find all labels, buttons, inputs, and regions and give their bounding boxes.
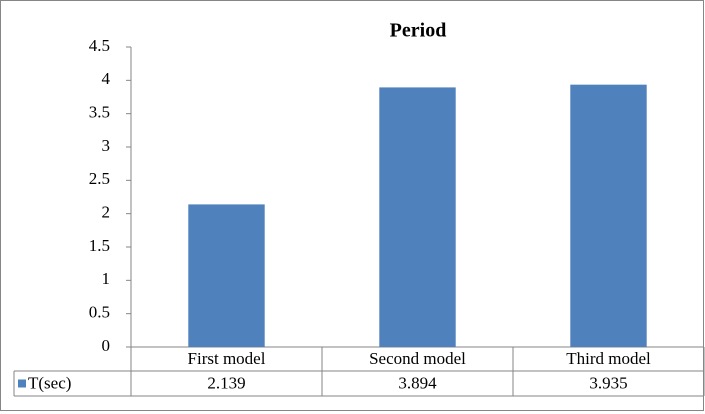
y-tick-label: 2 xyxy=(102,203,111,222)
legend-key xyxy=(18,379,26,388)
bar xyxy=(570,84,647,348)
x-tick-label: First model xyxy=(188,349,266,368)
bar xyxy=(379,87,456,348)
y-tick-label: 2.5 xyxy=(89,169,110,188)
y-tick-label: 0.5 xyxy=(89,303,110,322)
y-tick-label: 0 xyxy=(102,336,111,355)
y-tick-label: 4.5 xyxy=(89,36,110,55)
chart-title: Period xyxy=(390,20,447,42)
y-tick-label: 4 xyxy=(102,69,111,88)
x-tick-label: Third model xyxy=(566,349,651,368)
table-value: 3.894 xyxy=(398,373,437,392)
y-tick-label: 3.5 xyxy=(89,103,110,122)
table-value: 3.935 xyxy=(589,373,627,392)
y-tick-label: 1 xyxy=(102,269,111,288)
legend-label: T(sec) xyxy=(28,373,71,392)
x-tick-label: Second model xyxy=(369,349,466,368)
bar xyxy=(188,204,265,347)
y-tick-label: 3 xyxy=(102,136,111,155)
y-tick-label: 1.5 xyxy=(89,236,110,255)
table-value: 2.139 xyxy=(207,373,245,392)
